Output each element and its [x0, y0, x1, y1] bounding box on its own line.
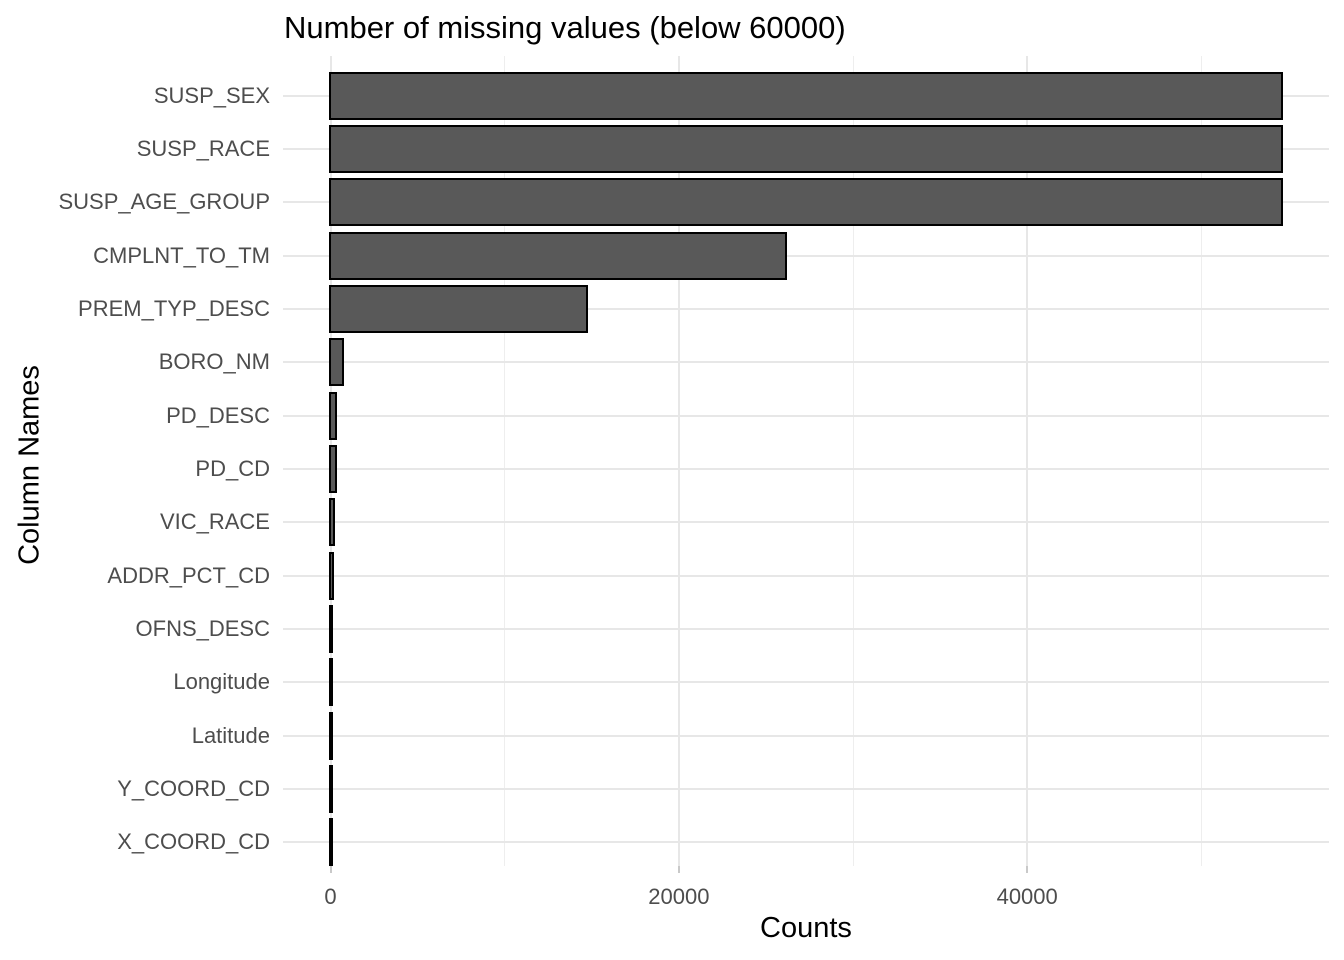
y-axis-label-ofns-desc: OFNS_DESC: [135, 616, 270, 641]
gridline-minor-vertical: [504, 56, 506, 866]
bar-x-coord-cd: [329, 818, 334, 867]
gridline-major-horizontal: [283, 414, 1329, 417]
y-axis-label-pd-desc: PD_DESC: [166, 402, 270, 428]
bar-longitude: [329, 658, 334, 707]
gridline-major-horizontal: [283, 361, 1329, 364]
y-axis-label-susp-age-group: SUSP_AGE_GROUP: [58, 189, 270, 215]
gridline-major-horizontal: [283, 307, 1329, 310]
bar-boro-nm: [329, 338, 344, 387]
gridline-minor-vertical: [1200, 56, 1202, 866]
y-axis-label-boro-nm: BORO_NM: [158, 349, 270, 375]
bar-prem-typ-desc: [329, 284, 589, 333]
gridline-major-horizontal: [283, 254, 1329, 257]
bar-y-coord-cd: [329, 765, 334, 814]
y-axis-label-addr-pct-cd: ADDR_PCT_CD: [107, 562, 270, 588]
gridline-major-horizontal: [283, 734, 1329, 737]
gridline-major-horizontal: [283, 467, 1329, 470]
gridline-major-horizontal: [283, 574, 1329, 577]
chart-title: Number of missing values (below 60000): [284, 10, 846, 45]
y-axis-label-y-coord-cd: Y_COORD_CD: [117, 776, 270, 802]
y-axis-label-susp-sex: SUSP_SEX: [153, 82, 270, 108]
y-axis-label-cmplnt-to-tm: CMPLNT_TO_TM: [93, 242, 270, 268]
bar-susp-sex: [329, 71, 1283, 120]
gridline-major-horizontal: [283, 841, 1329, 844]
y-axis-label-prem-typ-desc: PREM_TYP_DESC: [78, 295, 270, 321]
gridline-major-vertical: [1026, 56, 1029, 866]
gridline-minor-vertical: [852, 56, 854, 866]
x-axis-title: Counts: [760, 912, 852, 944]
y-axis-label-longitude: Longitude: [173, 669, 270, 695]
bar-pd-desc: [329, 391, 337, 440]
x-axis-tick-label: 20000: [648, 884, 710, 909]
bar-ofns-desc: [329, 605, 334, 653]
bar-cmplnt-to-tm: [329, 231, 788, 280]
gridline-major-vertical: [677, 56, 680, 866]
y-axis-label-vic-race: VIC_RACE: [159, 509, 270, 535]
bar-susp-race: [329, 124, 1283, 173]
x-axis-tick-mark: [329, 866, 332, 873]
bar-latitude: [329, 711, 334, 760]
gridline-major-horizontal: [283, 788, 1329, 791]
x-axis-tick-label: 0: [324, 884, 337, 909]
y-axis-label-susp-race: SUSP_RACE: [136, 135, 270, 161]
bar-pd-cd: [329, 444, 337, 493]
bar-vic-race: [329, 498, 335, 547]
gridline-major-horizontal: [283, 628, 1329, 630]
bar-addr-pct-cd: [329, 551, 335, 600]
x-axis-tick-mark: [677, 866, 680, 873]
x-axis-tick-label: 40000: [996, 884, 1058, 909]
bar-susp-age-group: [329, 178, 1283, 227]
y-axis-label-pd-cd: PD_CD: [195, 455, 270, 481]
x-axis-tick-mark: [1026, 866, 1029, 873]
gridline-major-horizontal: [283, 521, 1329, 524]
plot-panel: [283, 56, 1329, 867]
y-axis-label-latitude: Latitude: [191, 722, 270, 748]
gridline-major-horizontal: [283, 681, 1329, 684]
y-axis-label-x-coord-cd: X_COORD_CD: [117, 829, 270, 855]
